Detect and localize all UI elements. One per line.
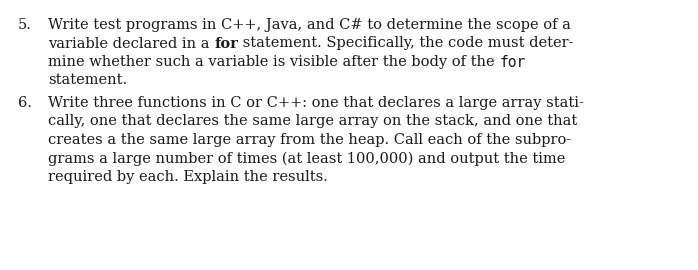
Text: Write test programs in C++, Java, and C# to determine the scope of a: Write test programs in C++, Java, and C#… [48, 18, 571, 32]
Text: mine whether such a variable is visible after the body of the: mine whether such a variable is visible … [48, 55, 499, 69]
Text: for: for [214, 36, 238, 50]
Text: creates a the same large array from the heap. Call each of the subpro-: creates a the same large array from the … [48, 133, 571, 147]
Text: 6.: 6. [18, 96, 32, 110]
Text: Write three functions in C or C++: one that declares a large array stati-: Write three functions in C or C++: one t… [48, 96, 584, 110]
Text: statement.: statement. [48, 73, 127, 87]
Text: variable declared in a: variable declared in a [48, 36, 214, 50]
Text: statement. Specifically, the code must deter-: statement. Specifically, the code must d… [238, 36, 574, 50]
Text: cally, one that declares the same large array on the stack, and one that: cally, one that declares the same large … [48, 114, 577, 129]
Text: grams a large number of times (at least 100,000) and output the time: grams a large number of times (at least … [48, 151, 565, 166]
Text: required by each. Explain the results.: required by each. Explain the results. [48, 170, 328, 184]
Text: for: for [499, 55, 526, 70]
Text: 5.: 5. [18, 18, 32, 32]
